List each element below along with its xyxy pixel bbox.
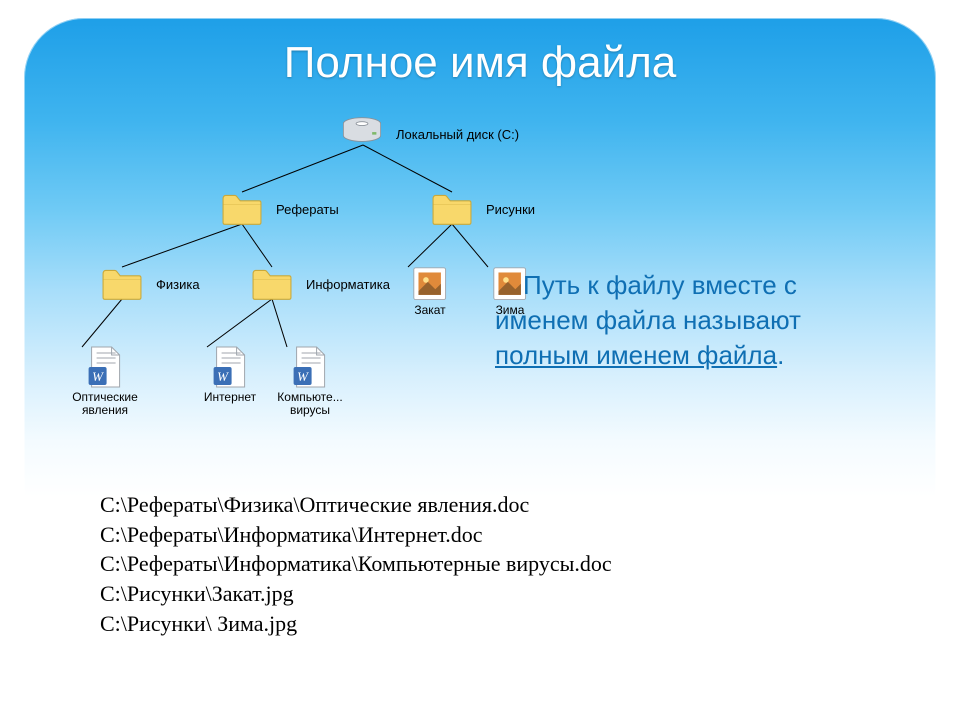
tree-node-label: Рисунки [486,202,535,217]
tree-node-label: Оптическиеявления [65,391,145,417]
tree-node-fiz: Физика [100,265,180,301]
file-path-line: C:\Рисунки\ Зима.jpg [100,609,860,639]
svg-text:W: W [93,369,105,384]
tree-node-label: Интернет [190,391,270,404]
svg-text:W: W [298,369,310,384]
file-paths-list: C:\Рефераты\Физика\Оптические явления.do… [100,490,860,638]
desc-lead: Путь к файлу [523,270,692,300]
svg-text:W: W [218,369,230,384]
tree-node-label: Закат [390,304,470,317]
tree-node-virus: W Компьюте...вирусы [270,345,350,417]
tree-node-root: Локальный диск (C:) [340,115,420,146]
tree-node-label: Рефераты [276,202,339,217]
desc-emphasis: полным именем файла [495,340,777,370]
tree-node-ref: Рефераты [220,190,300,226]
file-path-line: C:\Рефераты\Физика\Оптические явления.do… [100,490,860,520]
file-path-line: C:\Рефераты\Информатика\Интернет.doc [100,520,860,550]
file-path-line: C:\Рефераты\Информатика\Компьютерные вир… [100,549,860,579]
slide-title: Полное имя файла [0,38,960,88]
file-path-line: C:\Рисунки\Закат.jpg [100,579,860,609]
tree-node-opt: W Оптическиеявления [65,345,145,417]
tree-node-label: Компьюте...вирусы [270,391,350,417]
tree-node-inf: Информатика [250,265,330,301]
tree-node-zakat: Закат [390,265,470,318]
desc-tail: . [777,340,784,370]
description-text: Путь к файлу вместе с именем файла назыв… [495,268,895,373]
tree-node-label: Физика [156,277,200,292]
tree-node-inet: W Интернет [190,345,270,404]
slide: Полное имя файла Локальный диск (C:) Реф… [0,0,960,720]
tree-node-label: Локальный диск (C:) [396,127,519,142]
tree-node-label: Информатика [306,277,390,292]
tree-node-ris: Рисунки [430,190,510,226]
